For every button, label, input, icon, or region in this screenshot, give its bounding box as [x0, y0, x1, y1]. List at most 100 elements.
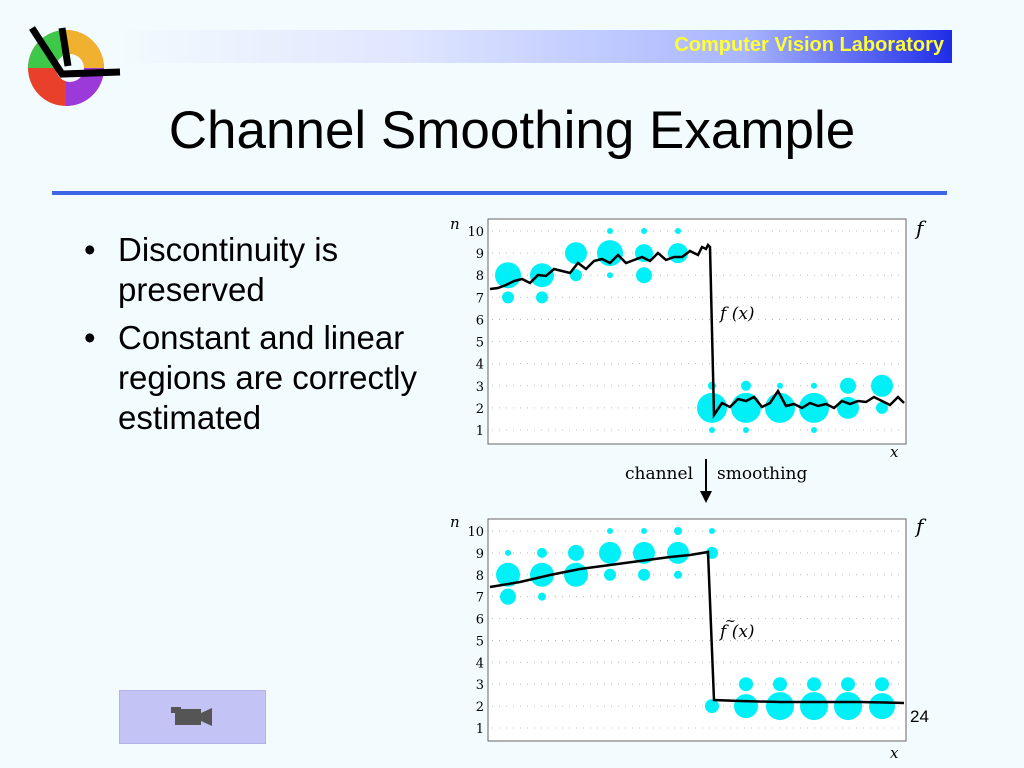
channel-blob [875, 677, 889, 692]
y-tick-label: 3 [476, 678, 484, 693]
channel-blob [537, 547, 547, 558]
channel-blob [766, 692, 794, 721]
bullet-item: Discontinuity is preserved [78, 230, 438, 310]
channel-blob [568, 544, 584, 561]
channel-blob [667, 541, 689, 564]
channel-blob [604, 568, 616, 581]
channel-blob [500, 588, 516, 605]
tilde-mark: ~ [725, 614, 736, 629]
channel-blob [636, 267, 652, 284]
page-number: 24 [910, 707, 929, 726]
channel-blob [641, 528, 647, 534]
channel-blob [599, 541, 621, 564]
y-tick-label: 3 [476, 380, 484, 395]
channel-smoothing-figure: n f x f (x) 1 2 3 4 5 6 7 8 9 10 channel smoothin… [450, 215, 927, 762]
channel-smoothing-arrow: channel smoothing [625, 459, 807, 503]
y-tick-label: 2 [476, 700, 484, 715]
channel-blob [731, 392, 761, 423]
channel-blob [502, 291, 514, 304]
y-tick-label: 7 [476, 591, 484, 606]
channel-blob [607, 228, 613, 234]
channel-blob [773, 677, 787, 692]
channel-blob [871, 374, 893, 397]
channel-blob [834, 692, 862, 721]
channel-blob [564, 562, 588, 587]
y-tick-label: 5 [476, 336, 484, 351]
channel-blob [811, 382, 817, 389]
y-tick-label: 6 [476, 613, 484, 628]
channel-blob [638, 568, 650, 581]
bottom-plot: n f x f (x) ~ 1 2 3 4 5 6 7 8 9 10 [450, 513, 927, 762]
top-x-axis-label: x [890, 443, 899, 461]
channel-blob [570, 269, 582, 282]
channel-blob [799, 392, 829, 423]
lab-name: Computer Vision Laboratory [674, 34, 944, 56]
channel-blob [496, 562, 520, 587]
channel-blob [668, 243, 688, 264]
channel-blob [530, 562, 554, 587]
bottom-y-axis-label: n [450, 513, 460, 531]
channel-blob [743, 427, 749, 433]
page-title: Channel Smoothing Example [168, 101, 856, 160]
top-plot: n f x f (x) 1 2 3 4 5 6 7 8 9 10 [450, 215, 927, 461]
y-tick-label: 9 [476, 547, 484, 562]
y-tick-label: 2 [476, 402, 484, 417]
channel-blob [734, 694, 758, 719]
channel-blob [536, 291, 548, 304]
channel-blob [607, 272, 613, 279]
channel-blob [811, 427, 817, 433]
channel-blob [837, 396, 859, 419]
y-tick-label: 7 [476, 291, 484, 306]
top-signal-curve [489, 242, 905, 419]
bullet-item: Constant and linear regions are correctl… [78, 318, 438, 438]
header-banner [118, 30, 952, 63]
y-tick-label: 5 [476, 634, 484, 649]
channel-blob [807, 677, 821, 692]
bottom-x-axis-label: x [890, 744, 899, 762]
bottom-right-label: f [914, 514, 927, 538]
channel-blob [697, 392, 727, 423]
title-divider [52, 191, 947, 195]
y-tick-label: 8 [476, 269, 484, 284]
channel-blob [538, 592, 546, 601]
y-tick-label: 1 [476, 424, 484, 439]
channel-blob [674, 527, 682, 535]
channel-blob [840, 377, 856, 394]
channel-blob [505, 549, 511, 556]
top-curve-label: f (x) [718, 304, 755, 324]
y-tick-label: 10 [467, 225, 484, 240]
channel-blob [674, 570, 682, 579]
channel-blob [876, 401, 888, 414]
y-tick-label: 4 [476, 358, 484, 373]
y-tick-label: 8 [476, 569, 484, 584]
channel-blob [641, 228, 647, 234]
channel-blob [675, 228, 681, 234]
top-y-axis-label: n [450, 215, 460, 233]
video-camera-icon [171, 707, 212, 726]
channel-blob [841, 677, 855, 692]
channel-blob [739, 677, 753, 692]
channel-blob [565, 242, 587, 265]
arrow-right-label: smoothing [717, 464, 807, 484]
bullet-list: Discontinuity is preserved Constant and … [78, 230, 438, 446]
y-tick-label: 9 [476, 247, 484, 262]
play-movie-button[interactable] [119, 690, 266, 744]
top-right-label: f [914, 216, 927, 240]
y-tick-label: 1 [476, 722, 484, 737]
channel-blob [777, 382, 783, 389]
channel-blob [705, 699, 719, 714]
channel-blob [741, 380, 751, 391]
channel-blob [709, 427, 715, 433]
channel-blob [709, 528, 715, 534]
cvl-logo [28, 26, 121, 106]
channel-blob [869, 693, 895, 720]
channel-blob [800, 692, 828, 721]
arrow-left-label: channel [625, 464, 693, 484]
channel-blob [607, 528, 613, 534]
y-tick-label: 10 [467, 525, 484, 540]
bottom-smoothed-curve [489, 550, 905, 705]
y-tick-label: 4 [476, 656, 484, 671]
y-tick-label: 6 [476, 313, 484, 328]
channel-blob [633, 541, 655, 564]
bottom-curve-label: f (x) [718, 622, 755, 642]
